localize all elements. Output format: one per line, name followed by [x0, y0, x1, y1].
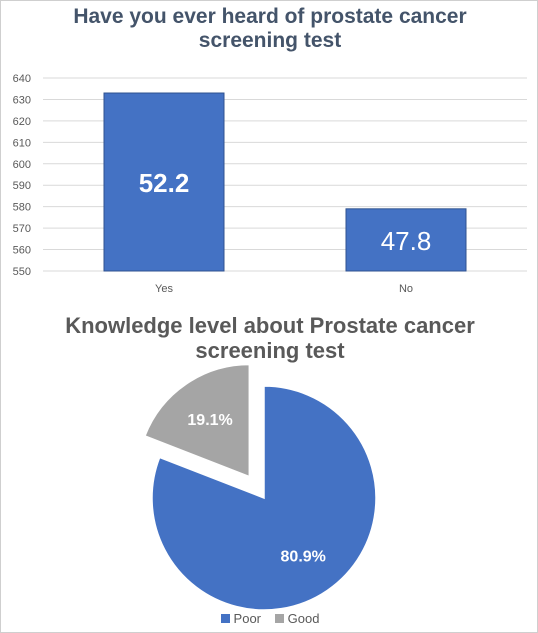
pie-chart-title-line-2: screening test [195, 338, 345, 364]
y-tick-label: 600 [13, 159, 31, 171]
legend-label-good: Good [287, 611, 320, 626]
y-tick-label: 570 [13, 223, 31, 235]
legend-item-good: Good [274, 611, 320, 626]
pie-slice-poor [151, 385, 377, 611]
bar-no [345, 208, 467, 272]
bar-chart-title: Have you ever heard of prostate cancer s… [1, 5, 538, 53]
y-tick-label: 590 [13, 180, 31, 192]
y-tick-label: 640 [13, 73, 31, 85]
y-tick-label: 630 [13, 94, 31, 106]
pie-legend: Poor Good [1, 611, 538, 626]
y-tick-label: 610 [13, 137, 31, 149]
pie-data-label: 80.9% [281, 548, 326, 565]
bar-chart: 550 560 570 580 590 600 610 620 630 640 52.2 Yes 47.… [13, 73, 527, 295]
pie-chart-title: Knowledge level about Prostate cancer sc… [1, 313, 538, 364]
legend-label-poor: Poor [233, 611, 262, 626]
y-tick-label: 560 [13, 245, 31, 257]
x-tick-label: No [399, 283, 413, 295]
pie-data-label: 19.1% [187, 412, 232, 429]
pie-chart-title-line-1: Knowledge level about Prostate cancer [65, 313, 475, 338]
legend-swatch-poor [220, 614, 230, 623]
bar-chart-title-line-1: Have you ever heard of prostate cancer [73, 5, 467, 28]
legend-swatch-good [274, 614, 284, 623]
bar-yes [103, 92, 225, 272]
bar-data-label: 47.8 [381, 226, 432, 256]
bar-data-label: 52.2 [139, 168, 190, 198]
y-tick-label: 620 [13, 116, 31, 128]
pie-chart: 80.9% 19.1% [143, 363, 377, 611]
bar-chart-title-line-2: screening test [198, 29, 342, 53]
y-tick-label: 550 [13, 266, 31, 278]
pie-slice-good [143, 363, 251, 478]
x-tick-label: Yes [155, 283, 173, 295]
y-tick-label: 580 [13, 202, 31, 214]
legend-item-poor: Poor [220, 611, 262, 626]
